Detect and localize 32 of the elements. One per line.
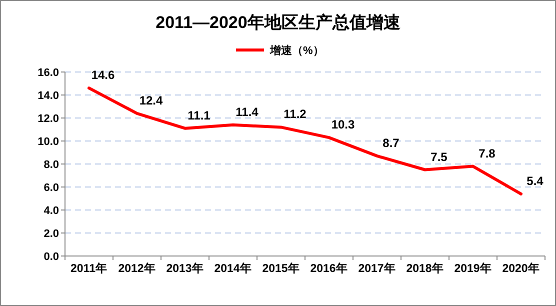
x-tick-label: 2016年: [310, 261, 348, 275]
data-label: 8.7: [382, 136, 400, 150]
data-label: 10.3: [331, 118, 355, 132]
data-label: 14.6: [91, 68, 115, 82]
x-tick-label: 2013年: [166, 261, 204, 275]
y-tick-label: 10.0: [38, 136, 59, 148]
y-tick-label: 14.0: [38, 90, 59, 102]
x-tick-label: 2017年: [358, 261, 396, 275]
y-tick-label: 0.0: [44, 251, 59, 263]
x-tick-label: 2018年: [406, 261, 444, 275]
y-tick-label: 4.0: [44, 205, 59, 217]
x-tick-label: 2019年: [454, 261, 492, 275]
data-label: 11.1: [188, 108, 211, 122]
y-tick-label: 6.0: [44, 182, 59, 194]
legend-label: 增速（%）: [269, 44, 324, 57]
chart-title: 2011—2020年地区生产总值增速: [156, 13, 400, 32]
y-tick-label: 16.0: [38, 67, 59, 79]
x-tick-label: 2020年: [502, 261, 540, 275]
x-tick-label: 2014年: [214, 261, 252, 275]
data-label: 12.4: [139, 93, 163, 108]
x-tick-label: 2015年: [262, 261, 300, 275]
y-tick-label: 2.0: [44, 228, 59, 240]
y-tick-label: 8.0: [44, 159, 59, 171]
data-label: 11.2: [284, 107, 307, 122]
data-label: 5.4: [526, 174, 544, 188]
data-label: 7.8: [478, 146, 496, 160]
line-series: [88, 86, 522, 196]
x-tick-label: 2011年: [70, 261, 108, 275]
data-label: 7.5: [430, 150, 448, 164]
data-label: 11.4: [236, 104, 259, 119]
y-tick-label: 12.0: [38, 113, 59, 125]
x-tick-label: 2012年: [118, 261, 156, 275]
